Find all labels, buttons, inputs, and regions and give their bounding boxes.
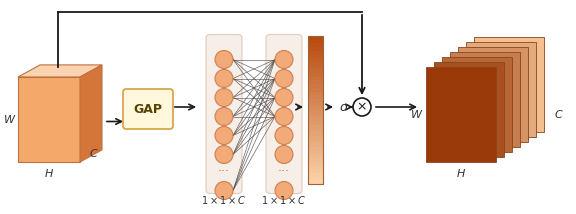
Ellipse shape: [275, 107, 293, 125]
Polygon shape: [308, 66, 323, 69]
Polygon shape: [308, 55, 323, 58]
Polygon shape: [308, 154, 323, 158]
Text: H: H: [45, 169, 53, 179]
Polygon shape: [308, 88, 323, 92]
Text: C: C: [89, 149, 97, 159]
Polygon shape: [308, 92, 323, 95]
Polygon shape: [308, 47, 323, 51]
Polygon shape: [308, 158, 323, 162]
Text: W: W: [3, 114, 14, 125]
Polygon shape: [450, 52, 520, 147]
Polygon shape: [18, 65, 102, 77]
Text: $1\times1\times C$: $1\times1\times C$: [202, 193, 247, 205]
Ellipse shape: [215, 126, 233, 144]
Polygon shape: [308, 99, 323, 103]
Ellipse shape: [275, 126, 293, 144]
Polygon shape: [308, 177, 323, 180]
Polygon shape: [308, 180, 323, 184]
Polygon shape: [308, 80, 323, 84]
Circle shape: [353, 98, 371, 116]
Polygon shape: [308, 125, 323, 128]
Ellipse shape: [215, 89, 233, 107]
Polygon shape: [308, 121, 323, 125]
FancyBboxPatch shape: [123, 89, 173, 129]
Text: GAP: GAP: [134, 103, 162, 116]
Polygon shape: [308, 132, 323, 136]
Ellipse shape: [215, 181, 233, 199]
Ellipse shape: [275, 51, 293, 68]
Polygon shape: [308, 165, 323, 169]
Ellipse shape: [275, 70, 293, 88]
Polygon shape: [308, 117, 323, 121]
Polygon shape: [308, 84, 323, 88]
Polygon shape: [308, 103, 323, 106]
Text: $1\times1\times C$: $1\times1\times C$: [262, 193, 306, 205]
Text: H: H: [457, 169, 465, 179]
Ellipse shape: [215, 107, 233, 125]
Ellipse shape: [275, 89, 293, 107]
Polygon shape: [308, 40, 323, 43]
Ellipse shape: [215, 146, 233, 163]
Polygon shape: [442, 57, 512, 152]
Polygon shape: [308, 151, 323, 154]
Polygon shape: [458, 47, 528, 142]
Text: W: W: [411, 110, 422, 119]
Text: C: C: [554, 110, 562, 119]
Polygon shape: [308, 36, 323, 40]
Polygon shape: [308, 147, 323, 151]
Polygon shape: [474, 37, 544, 132]
Ellipse shape: [215, 70, 233, 88]
Polygon shape: [308, 136, 323, 140]
Polygon shape: [308, 143, 323, 147]
Polygon shape: [308, 140, 323, 143]
Polygon shape: [308, 62, 323, 66]
Polygon shape: [434, 62, 504, 157]
Polygon shape: [308, 110, 323, 114]
Polygon shape: [308, 114, 323, 117]
Ellipse shape: [275, 146, 293, 163]
Ellipse shape: [215, 51, 233, 68]
Text: ×: ×: [357, 100, 367, 113]
FancyBboxPatch shape: [206, 34, 242, 193]
Polygon shape: [308, 73, 323, 77]
Polygon shape: [308, 58, 323, 62]
FancyBboxPatch shape: [266, 34, 302, 193]
Polygon shape: [308, 173, 323, 177]
Polygon shape: [426, 67, 496, 162]
Polygon shape: [308, 51, 323, 55]
Polygon shape: [308, 95, 323, 99]
Polygon shape: [18, 77, 80, 162]
Polygon shape: [308, 128, 323, 132]
Polygon shape: [308, 77, 323, 80]
Polygon shape: [308, 43, 323, 47]
Polygon shape: [80, 65, 102, 162]
Polygon shape: [466, 42, 536, 137]
Polygon shape: [308, 106, 323, 110]
Text: $\sigma$: $\sigma$: [339, 101, 349, 113]
Text: ···: ···: [278, 165, 290, 178]
Polygon shape: [308, 69, 323, 73]
Polygon shape: [308, 169, 323, 173]
Polygon shape: [308, 162, 323, 165]
Text: ···: ···: [218, 165, 230, 178]
Ellipse shape: [275, 181, 293, 199]
